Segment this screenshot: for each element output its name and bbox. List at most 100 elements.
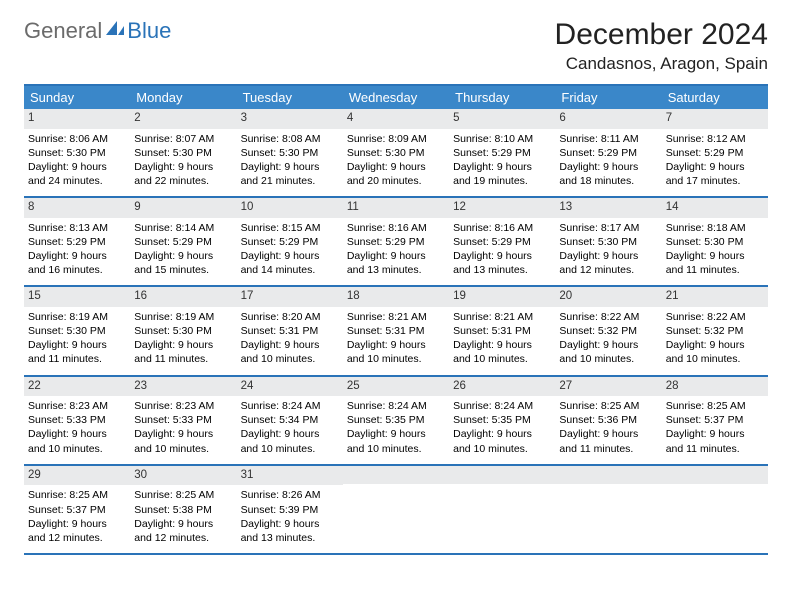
day-body: Sunrise: 8:09 AMSunset: 5:30 PMDaylight:… [343,129,449,197]
sunset-text: Sunset: 5:29 PM [559,146,657,160]
day-number: 20 [555,287,661,307]
calendar: SundayMondayTuesdayWednesdayThursdayFrid… [24,84,768,555]
day-number: 12 [449,198,555,218]
day-body [662,484,768,540]
daylight-text: Daylight: 9 hours and 24 minutes. [28,160,126,188]
sunrise-text: Sunrise: 8:23 AM [28,399,126,413]
day-body: Sunrise: 8:23 AMSunset: 5:33 PMDaylight:… [24,396,130,464]
day-cell: 20Sunrise: 8:22 AMSunset: 5:32 PMDayligh… [555,287,661,374]
daylight-text: Daylight: 9 hours and 11 minutes. [134,338,232,366]
day-number: 19 [449,287,555,307]
sunset-text: Sunset: 5:29 PM [241,235,339,249]
weekday-header: Friday [555,86,661,109]
day-number: 16 [130,287,236,307]
sunrise-text: Sunrise: 8:22 AM [666,310,764,324]
sunset-text: Sunset: 5:33 PM [28,413,126,427]
day-cell: 18Sunrise: 8:21 AMSunset: 5:31 PMDayligh… [343,287,449,374]
day-body: Sunrise: 8:06 AMSunset: 5:30 PMDaylight:… [24,129,130,197]
daylight-text: Daylight: 9 hours and 11 minutes. [666,249,764,277]
daylight-text: Daylight: 9 hours and 13 minutes. [347,249,445,277]
sunrise-text: Sunrise: 8:24 AM [241,399,339,413]
daylight-text: Daylight: 9 hours and 17 minutes. [666,160,764,188]
day-cell: 16Sunrise: 8:19 AMSunset: 5:30 PMDayligh… [130,287,236,374]
sunset-text: Sunset: 5:33 PM [134,413,232,427]
weekday-header: Wednesday [343,86,449,109]
day-body: Sunrise: 8:24 AMSunset: 5:34 PMDaylight:… [237,396,343,464]
sunset-text: Sunset: 5:29 PM [453,146,551,160]
week-row: 1Sunrise: 8:06 AMSunset: 5:30 PMDaylight… [24,109,768,198]
sunrise-text: Sunrise: 8:07 AM [134,132,232,146]
day-cell: 7Sunrise: 8:12 AMSunset: 5:29 PMDaylight… [662,109,768,196]
sunset-text: Sunset: 5:31 PM [241,324,339,338]
day-body: Sunrise: 8:19 AMSunset: 5:30 PMDaylight:… [24,307,130,375]
weekday-header: Tuesday [237,86,343,109]
sunrise-text: Sunrise: 8:08 AM [241,132,339,146]
weekday-header: Thursday [449,86,555,109]
daylight-text: Daylight: 9 hours and 10 minutes. [559,338,657,366]
week-row: 15Sunrise: 8:19 AMSunset: 5:30 PMDayligh… [24,287,768,376]
sunrise-text: Sunrise: 8:17 AM [559,221,657,235]
sunrise-text: Sunrise: 8:24 AM [453,399,551,413]
sunset-text: Sunset: 5:32 PM [666,324,764,338]
sunrise-text: Sunrise: 8:10 AM [453,132,551,146]
daylight-text: Daylight: 9 hours and 15 minutes. [134,249,232,277]
sunrise-text: Sunrise: 8:24 AM [347,399,445,413]
logo-sail-icon [105,20,125,36]
day-cell: 31Sunrise: 8:26 AMSunset: 5:39 PMDayligh… [237,466,343,553]
day-body: Sunrise: 8:10 AMSunset: 5:29 PMDaylight:… [449,129,555,197]
day-number: 17 [237,287,343,307]
daylight-text: Daylight: 9 hours and 19 minutes. [453,160,551,188]
day-body [555,484,661,540]
day-number: 30 [130,466,236,486]
week-row: 8Sunrise: 8:13 AMSunset: 5:29 PMDaylight… [24,198,768,287]
sunset-text: Sunset: 5:32 PM [559,324,657,338]
day-body: Sunrise: 8:25 AMSunset: 5:36 PMDaylight:… [555,396,661,464]
day-number: 24 [237,377,343,397]
sunrise-text: Sunrise: 8:18 AM [666,221,764,235]
sunrise-text: Sunrise: 8:16 AM [453,221,551,235]
day-body: Sunrise: 8:14 AMSunset: 5:29 PMDaylight:… [130,218,236,286]
weekday-header: Monday [130,86,236,109]
sunset-text: Sunset: 5:39 PM [241,503,339,517]
day-body: Sunrise: 8:11 AMSunset: 5:29 PMDaylight:… [555,129,661,197]
weekday-header: Sunday [24,86,130,109]
day-number: 13 [555,198,661,218]
daylight-text: Daylight: 9 hours and 13 minutes. [453,249,551,277]
day-body: Sunrise: 8:25 AMSunset: 5:38 PMDaylight:… [130,485,236,553]
sunset-text: Sunset: 5:35 PM [453,413,551,427]
day-cell: 2Sunrise: 8:07 AMSunset: 5:30 PMDaylight… [130,109,236,196]
day-cell [343,466,449,553]
day-body: Sunrise: 8:24 AMSunset: 5:35 PMDaylight:… [449,396,555,464]
day-body: Sunrise: 8:17 AMSunset: 5:30 PMDaylight:… [555,218,661,286]
logo: General Blue [24,18,171,44]
daylight-text: Daylight: 9 hours and 11 minutes. [559,427,657,455]
daylight-text: Daylight: 9 hours and 16 minutes. [28,249,126,277]
day-body: Sunrise: 8:23 AMSunset: 5:33 PMDaylight:… [130,396,236,464]
daylight-text: Daylight: 9 hours and 10 minutes. [666,338,764,366]
daylight-text: Daylight: 9 hours and 21 minutes. [241,160,339,188]
day-cell: 19Sunrise: 8:21 AMSunset: 5:31 PMDayligh… [449,287,555,374]
day-number: 11 [343,198,449,218]
day-body: Sunrise: 8:22 AMSunset: 5:32 PMDaylight:… [662,307,768,375]
sunrise-text: Sunrise: 8:11 AM [559,132,657,146]
daylight-text: Daylight: 9 hours and 11 minutes. [666,427,764,455]
day-cell: 11Sunrise: 8:16 AMSunset: 5:29 PMDayligh… [343,198,449,285]
sunset-text: Sunset: 5:30 PM [666,235,764,249]
day-cell: 23Sunrise: 8:23 AMSunset: 5:33 PMDayligh… [130,377,236,464]
day-number: 5 [449,109,555,129]
day-cell: 1Sunrise: 8:06 AMSunset: 5:30 PMDaylight… [24,109,130,196]
day-body: Sunrise: 8:16 AMSunset: 5:29 PMDaylight:… [449,218,555,286]
day-cell: 15Sunrise: 8:19 AMSunset: 5:30 PMDayligh… [24,287,130,374]
daylight-text: Daylight: 9 hours and 11 minutes. [28,338,126,366]
week-row: 22Sunrise: 8:23 AMSunset: 5:33 PMDayligh… [24,377,768,466]
day-cell [662,466,768,553]
day-number: 1 [24,109,130,129]
day-body: Sunrise: 8:20 AMSunset: 5:31 PMDaylight:… [237,307,343,375]
day-cell: 8Sunrise: 8:13 AMSunset: 5:29 PMDaylight… [24,198,130,285]
sunset-text: Sunset: 5:29 PM [453,235,551,249]
day-cell: 12Sunrise: 8:16 AMSunset: 5:29 PMDayligh… [449,198,555,285]
sunrise-text: Sunrise: 8:19 AM [28,310,126,324]
day-number: 2 [130,109,236,129]
daylight-text: Daylight: 9 hours and 10 minutes. [134,427,232,455]
sunset-text: Sunset: 5:34 PM [241,413,339,427]
